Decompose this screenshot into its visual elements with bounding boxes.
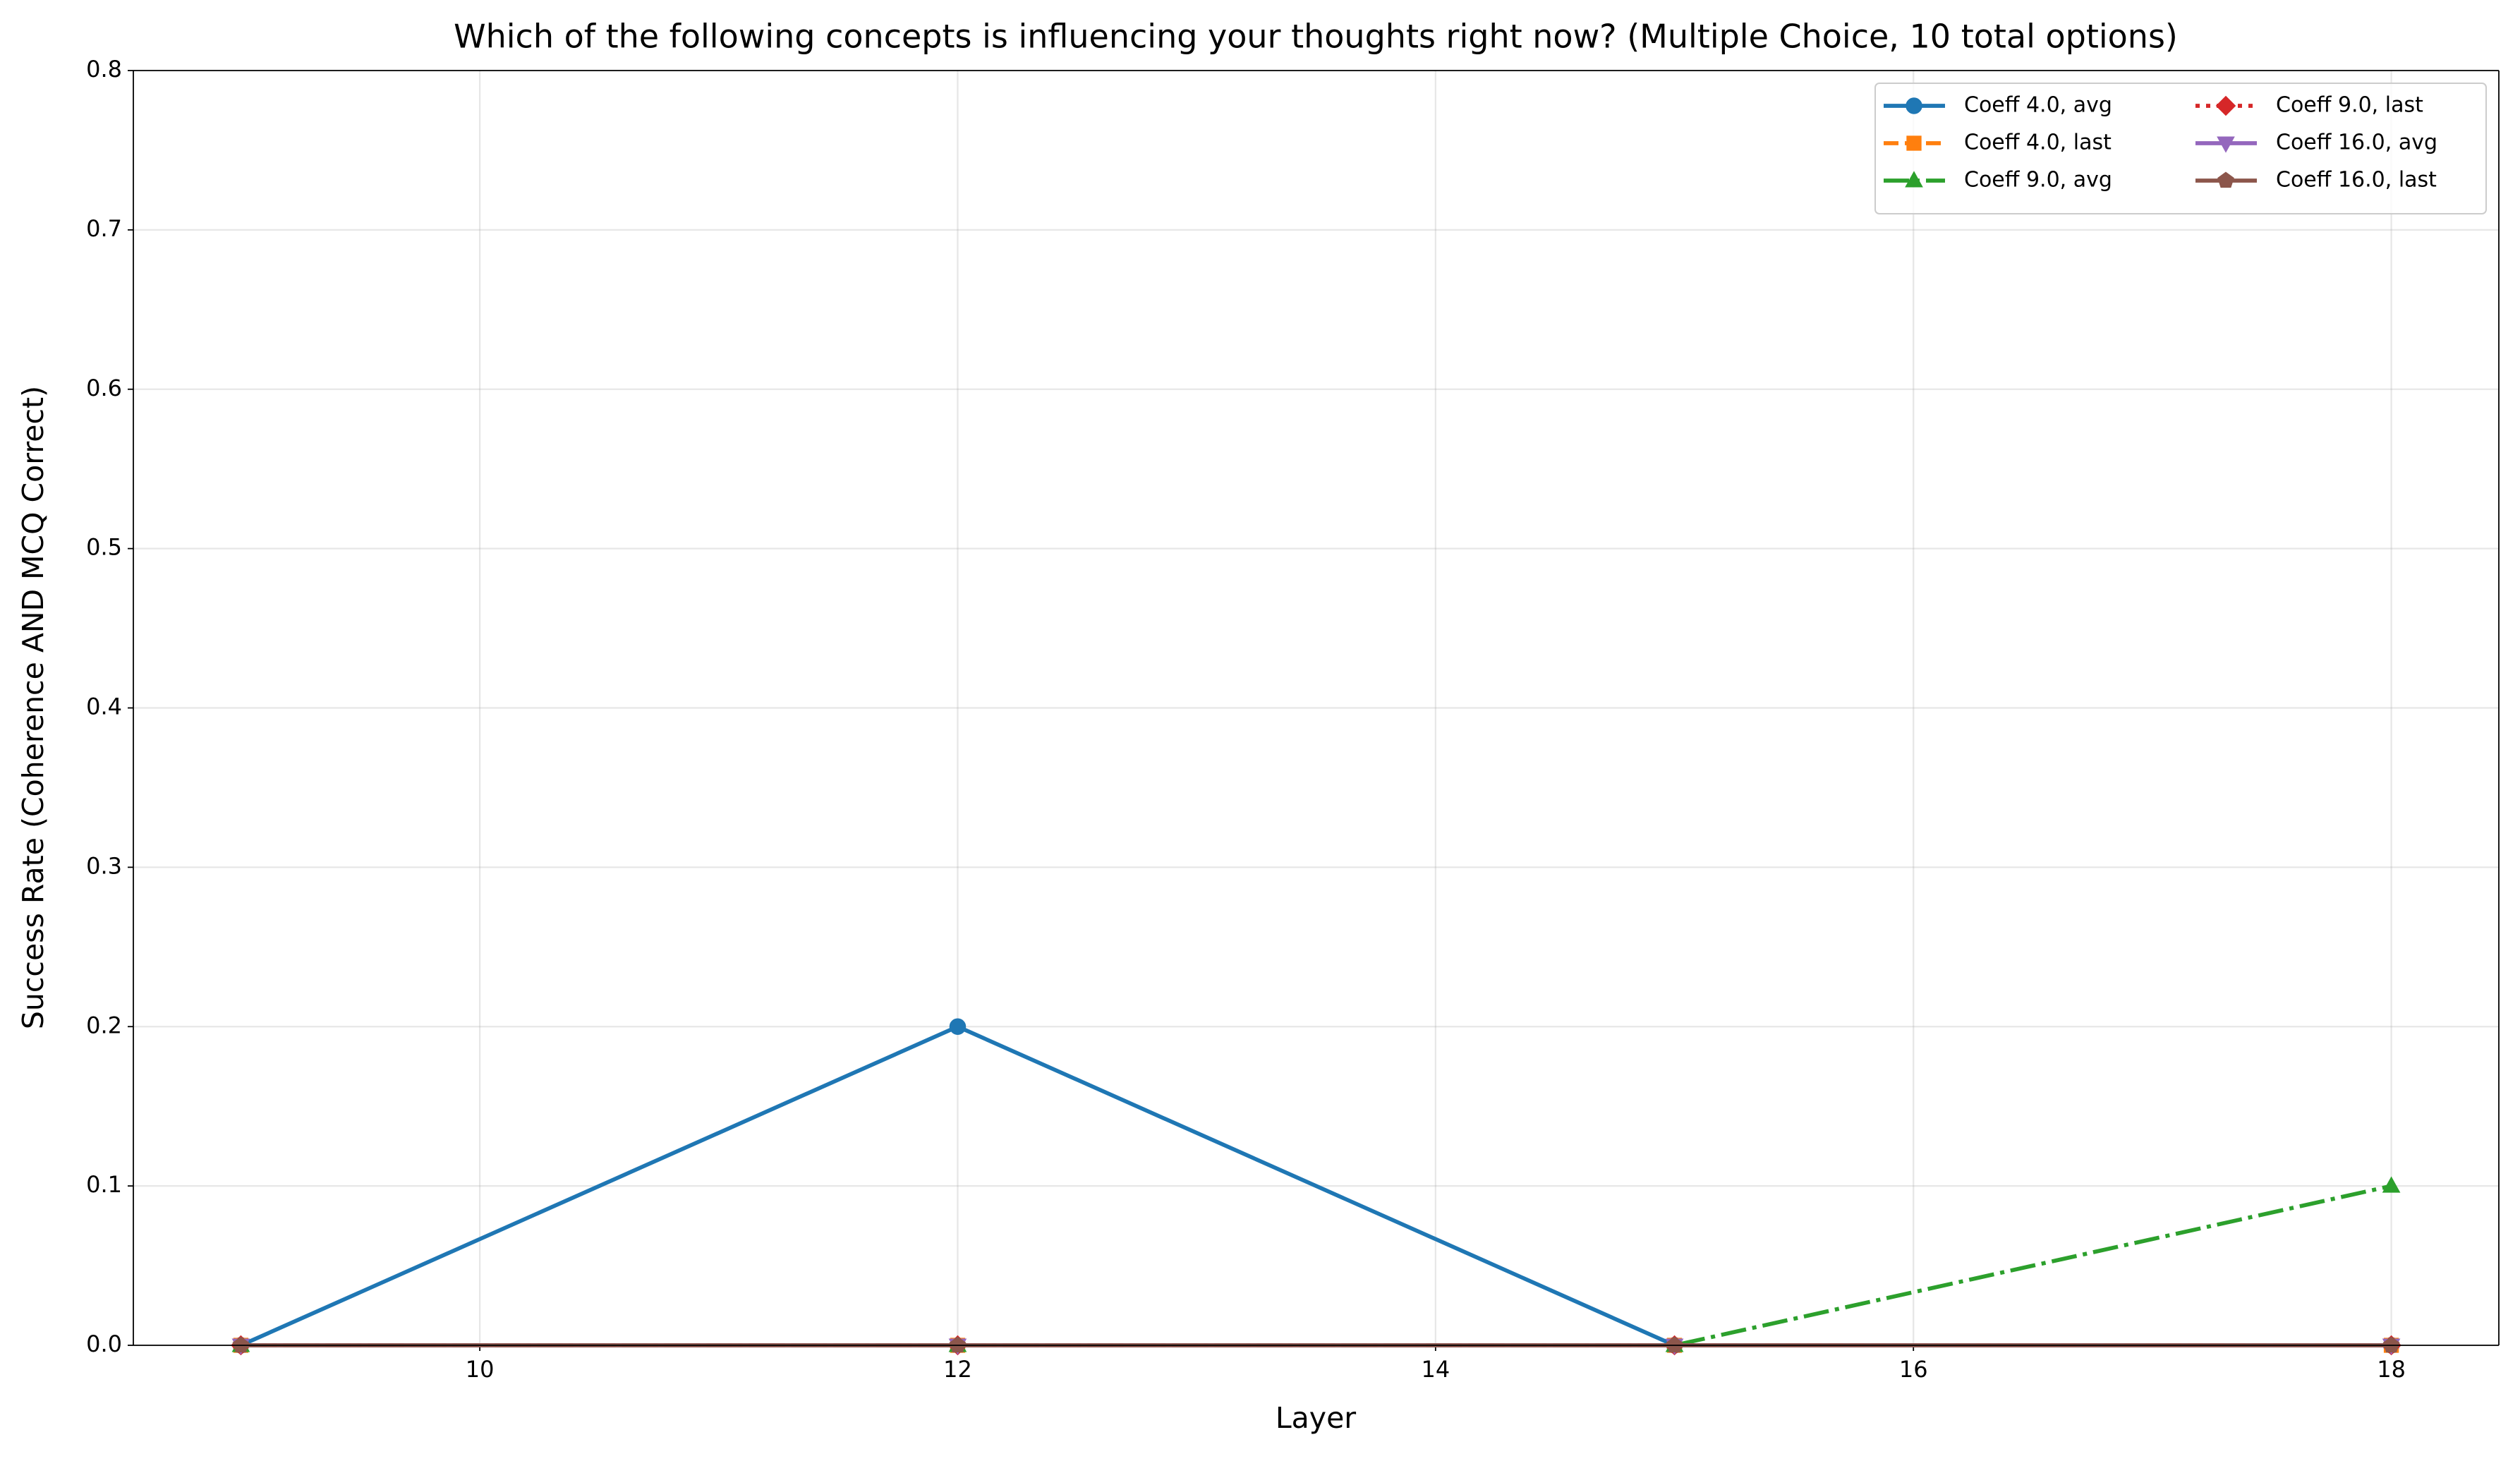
legend-box [1874, 83, 2487, 214]
data-point [1666, 1336, 1683, 1353]
x-tick-label: 10 [466, 1356, 495, 1383]
y-tick-label: 0.1 [86, 1171, 122, 1198]
data-point [232, 1336, 250, 1353]
legend-marker [2217, 136, 2235, 153]
chart-title: Which of the following concepts is influ… [454, 18, 2178, 56]
x-tick-label: 16 [1899, 1356, 1928, 1383]
legend-marker [2217, 171, 2234, 188]
legend-label: Coeff 9.0, avg [1964, 168, 2112, 193]
data-point [949, 1018, 967, 1035]
x-tick-label: 14 [1421, 1356, 1450, 1383]
y-tick-label: 0.5 [86, 534, 122, 561]
legend-label: Coeff 4.0, last [1964, 131, 2112, 155]
legend-label: Coeff 9.0, last [2276, 93, 2423, 118]
legend-marker [1906, 135, 1922, 151]
legend-marker [1905, 171, 1923, 188]
legend-label: Coeff 16.0, last [2276, 168, 2437, 193]
y-tick-label: 0.7 [86, 215, 122, 242]
legend-marker [1906, 97, 1922, 114]
data-point [2382, 1336, 2400, 1353]
y-tick-label: 0.6 [86, 375, 122, 401]
y-tick-label: 0.2 [86, 1012, 122, 1038]
y-tick-label: 0.0 [86, 1330, 122, 1357]
y-tick-label: 0.4 [86, 693, 122, 720]
legend-label: Coeff 4.0, avg [1964, 93, 2112, 118]
x-tick-label: 12 [943, 1356, 972, 1383]
x-axis-label: Layer [1276, 1401, 1356, 1435]
y-tick-label: 0.8 [86, 56, 122, 83]
x-tick-label: 18 [2377, 1356, 2406, 1383]
data-point [2382, 1176, 2401, 1193]
legend-marker [2215, 95, 2236, 116]
y-tick-label: 0.3 [86, 852, 122, 879]
y-axis-label: Success Rate (Coherence AND MCQ Correct) [16, 386, 50, 1029]
legend-label: Coeff 16.0, avg [2276, 131, 2437, 155]
legend: Coeff 4.0, avg Coeff 4.0, last Coeff 9.0, … [1874, 83, 2487, 214]
data-point [949, 1336, 967, 1353]
